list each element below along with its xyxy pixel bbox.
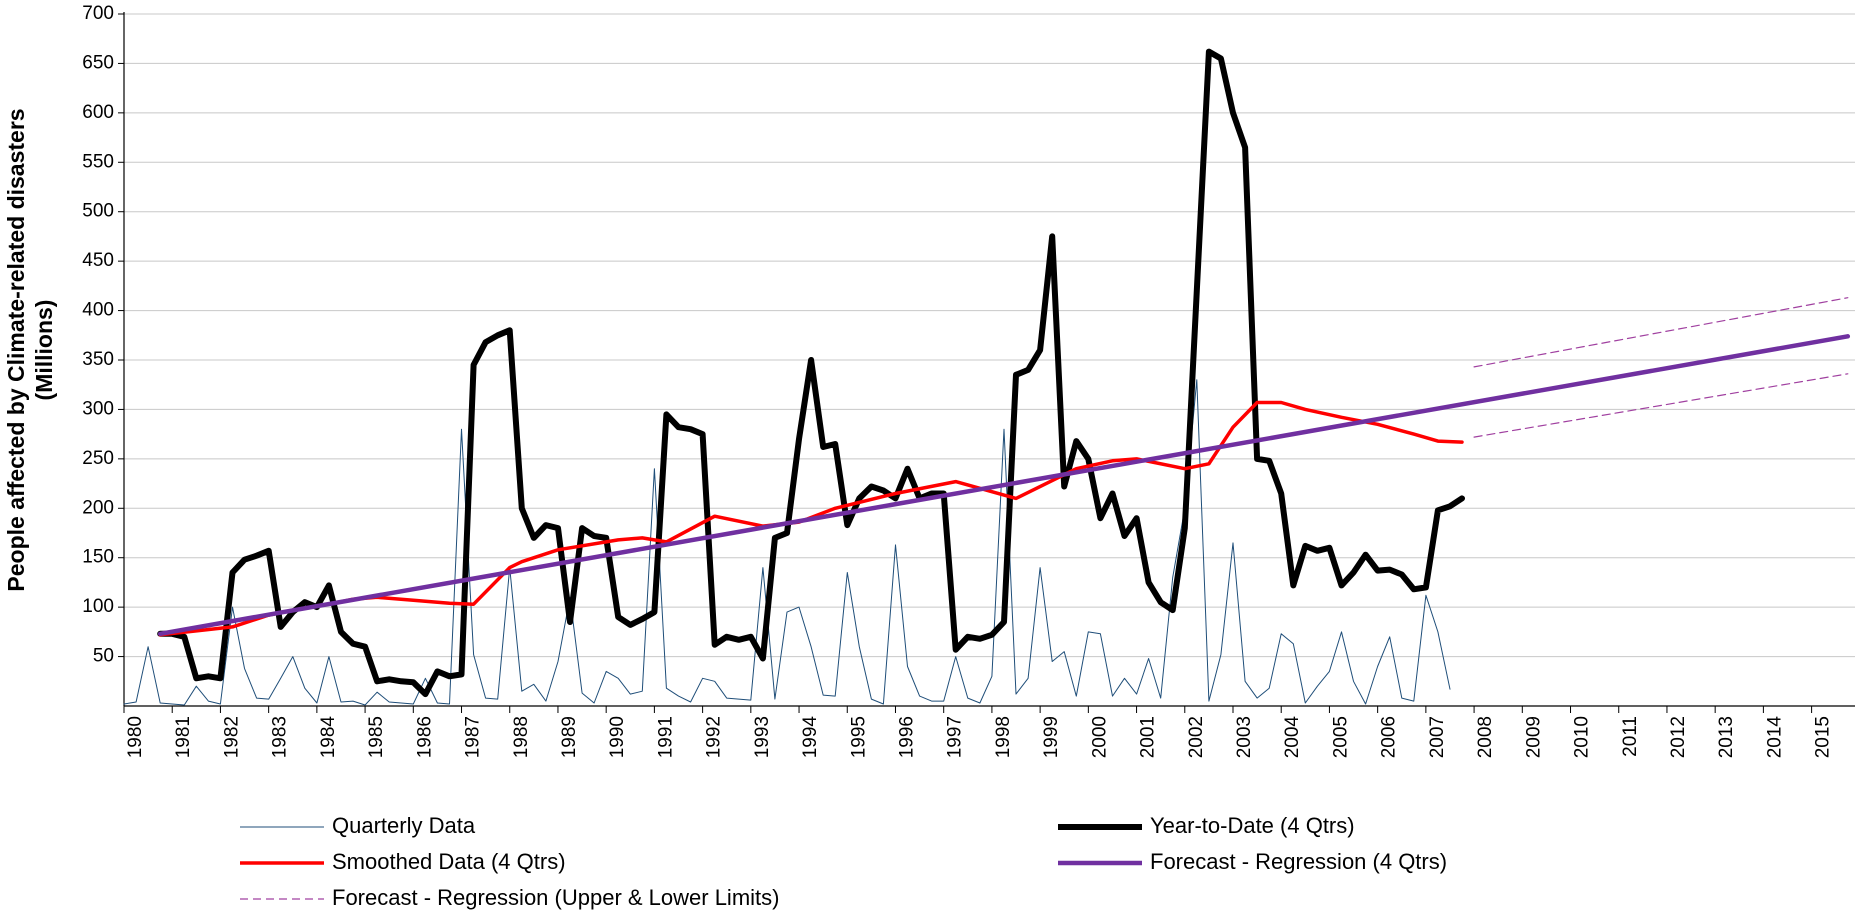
x-tick-label: 1993 xyxy=(752,716,773,758)
y-axis-title: People affected by Climate-related disas… xyxy=(3,108,29,591)
x-tick-label: 1987 xyxy=(463,716,484,758)
x-tick-label: 2002 xyxy=(1186,716,1207,758)
legend-label: Forecast - Regression (Upper & Lower Lim… xyxy=(332,885,779,910)
lower-limit-line xyxy=(1473,373,1849,438)
x-tick-label: 2007 xyxy=(1427,716,1448,758)
x-tick-label: 2011 xyxy=(1620,716,1641,757)
legend-label: Forecast - Regression (4 Qtrs) xyxy=(1150,849,1447,874)
legend-label: Year-to-Date (4 Qtrs) xyxy=(1150,813,1355,838)
x-tick-label: 1992 xyxy=(704,716,725,758)
x-tick-label: 2000 xyxy=(1089,716,1110,758)
x-tick-label: 2004 xyxy=(1282,716,1303,759)
x-tick-label: 1986 xyxy=(414,716,435,758)
x-tick-label: 1980 xyxy=(125,716,146,758)
x-tick-label: 1989 xyxy=(559,716,580,758)
y-tick-label: 700 xyxy=(82,3,114,24)
x-tick-label: 1985 xyxy=(366,716,387,758)
y-tick-label: 550 xyxy=(82,151,114,172)
y-tick-label: 650 xyxy=(82,52,114,73)
x-tick-label: 1997 xyxy=(945,716,966,758)
x-tick-label: 1981 xyxy=(173,716,194,758)
legend-label: Quarterly Data xyxy=(332,813,476,838)
x-tick-label: 1984 xyxy=(318,716,339,759)
y-tick-label: 300 xyxy=(82,398,114,419)
x-tick-label: 2012 xyxy=(1668,716,1689,758)
y-tick-label: 350 xyxy=(82,349,114,370)
x-tick-label: 2010 xyxy=(1572,716,1593,758)
x-tick-label: 2001 xyxy=(1138,716,1159,758)
x-tick-label: 2006 xyxy=(1379,716,1400,758)
x-tick-label: 2008 xyxy=(1475,716,1496,758)
y-tick-label: 50 xyxy=(93,646,114,667)
x-tick-label: 1995 xyxy=(848,716,869,758)
x-tick-label: 2014 xyxy=(1764,716,1785,759)
x-tick-label: 1991 xyxy=(655,716,676,758)
y-tick-label: 500 xyxy=(82,201,114,222)
y-tick-label: 100 xyxy=(82,596,114,617)
x-tick-label: 2005 xyxy=(1330,716,1351,758)
y-tick-label: 450 xyxy=(82,250,114,271)
x-tick-label: 2003 xyxy=(1234,716,1255,758)
x-tick-label: 1999 xyxy=(1041,716,1062,758)
y-tick-label: 250 xyxy=(82,448,114,469)
x-tick-label: 1982 xyxy=(221,716,242,758)
y-axis-title: (Millions) xyxy=(31,300,57,401)
y-tick-label: 150 xyxy=(82,547,114,568)
series-line xyxy=(157,48,1465,698)
x-tick-label: 1983 xyxy=(270,716,291,758)
legend-label: Smoothed Data (4 Qtrs) xyxy=(332,849,566,874)
x-tick-label: 1988 xyxy=(511,716,532,758)
x-tick-label: 1994 xyxy=(800,716,821,759)
series-line xyxy=(123,379,1451,706)
x-tick-label: 1990 xyxy=(607,716,628,758)
series-line xyxy=(157,334,1851,637)
y-tick-label: 400 xyxy=(82,300,114,321)
y-tick-label: 200 xyxy=(82,497,114,518)
upper-limit-line xyxy=(1473,297,1849,368)
x-tick-label: 1996 xyxy=(896,716,917,758)
x-tick-label: 2015 xyxy=(1813,716,1834,758)
x-tick-label: 1998 xyxy=(993,716,1014,758)
x-tick-label: 2013 xyxy=(1716,716,1737,758)
y-tick-label: 600 xyxy=(82,102,114,123)
x-tick-label: 2009 xyxy=(1523,716,1544,758)
